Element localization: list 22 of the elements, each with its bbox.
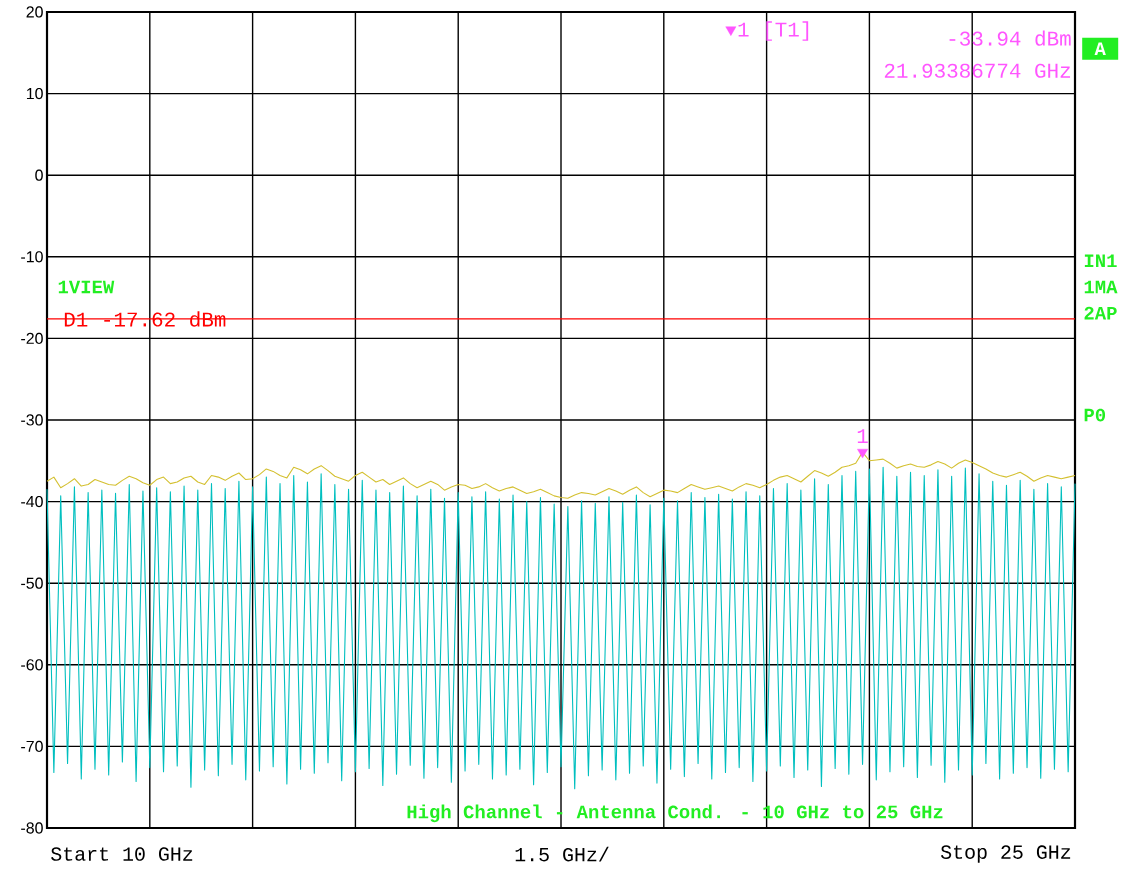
y-tick-label: 0 [35, 169, 43, 181]
y-tick-label: -60 [21, 659, 43, 671]
text: 2AP [1084, 306, 1117, 320]
y-tick-label: -30 [21, 414, 43, 426]
y-tick-label: -50 [21, 577, 43, 589]
annotation: 1 [857, 429, 868, 443]
line-series [46, 466, 1076, 790]
y-tick-label: 20 [26, 6, 43, 18]
text: Stop 25 GHz [940, 845, 1071, 863]
text: Start 10 GHz [51, 847, 193, 861]
y-tick-label: -10 [21, 251, 43, 263]
text: 1MA [1084, 280, 1118, 294]
y-tick-label: -40 [21, 495, 43, 508]
text: 1.5 GHz/ [515, 846, 609, 862]
text: P0 [1084, 408, 1106, 422]
annotation: 1VIEW [58, 280, 115, 294]
text: A [1094, 42, 1106, 55]
text: IN1 [1084, 254, 1117, 268]
y-tick-label: -70 [21, 740, 43, 753]
y-tick-label: 10 [26, 87, 43, 100]
y-tick-label: -80 [21, 822, 43, 834]
y-tick-label: -20 [21, 332, 43, 345]
